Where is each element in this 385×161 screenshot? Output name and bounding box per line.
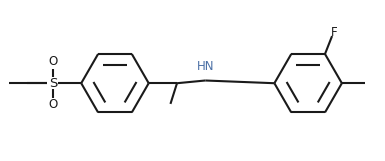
Text: F: F [331, 26, 338, 39]
Text: HN: HN [196, 60, 214, 73]
Text: O: O [48, 99, 57, 111]
Text: O: O [48, 55, 57, 68]
Text: S: S [49, 77, 57, 90]
